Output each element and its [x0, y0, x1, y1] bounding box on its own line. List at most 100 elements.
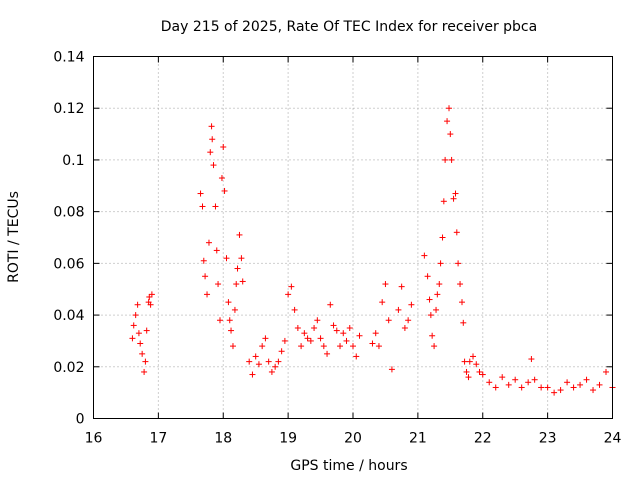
data-point — [139, 350, 146, 357]
y-axis-label: ROTI / TECUs — [6, 191, 22, 283]
data-point — [385, 317, 392, 324]
data-point — [202, 273, 209, 280]
y-tick-label: 0 — [76, 412, 85, 428]
data-point — [353, 353, 360, 360]
data-point — [285, 291, 292, 298]
data-point — [220, 144, 227, 150]
data-point — [209, 136, 216, 143]
data-point — [531, 376, 538, 383]
x-tick-label: 24 — [604, 431, 622, 447]
data-point — [208, 123, 215, 130]
data-point — [205, 239, 212, 246]
data-point — [382, 281, 389, 288]
data-point — [231, 306, 238, 313]
grid-lines — [93, 56, 613, 419]
data-point — [398, 283, 405, 290]
data-point — [340, 330, 347, 337]
data-point — [218, 175, 225, 182]
data-point — [307, 337, 314, 344]
data-point — [226, 317, 233, 324]
data-point — [356, 332, 363, 339]
y-tick-label: 0.12 — [53, 101, 84, 117]
data-point — [492, 384, 499, 391]
data-point — [408, 301, 415, 308]
data-point — [346, 325, 353, 331]
chart-title: Day 215 of 2025, Rate Of TEC Index for r… — [161, 19, 537, 35]
data-point — [421, 252, 428, 259]
x-tick-label: 17 — [149, 431, 167, 447]
y-tick-label: 0.14 — [53, 50, 84, 66]
data-point — [424, 273, 431, 280]
data-point — [337, 343, 344, 350]
data-point — [460, 319, 467, 326]
data-point — [320, 343, 327, 350]
data-point — [142, 358, 149, 365]
data-point — [343, 337, 350, 344]
data-point — [379, 299, 386, 306]
data-point — [512, 376, 519, 383]
data-point — [130, 322, 137, 329]
data-point — [463, 368, 470, 375]
data-point — [221, 187, 228, 194]
data-point — [429, 332, 436, 339]
data-point — [436, 281, 443, 288]
data-point — [281, 337, 288, 344]
data-point — [212, 203, 219, 210]
data-point — [476, 368, 483, 375]
data-point — [143, 327, 150, 334]
data-point — [288, 283, 295, 290]
data-point — [590, 387, 597, 394]
y-axis-ticks: 0 0.02 0.04 0.06 0.08 0.1 0.12 0.14 — [53, 50, 613, 428]
data-point — [148, 291, 155, 298]
data-point — [330, 322, 337, 329]
x-axis-ticks: 16 17 18 19 20 21 22 23 24 — [85, 56, 622, 447]
data-point — [311, 325, 318, 331]
x-tick-label: 23 — [539, 431, 557, 447]
data-point — [252, 353, 259, 360]
data-point — [262, 335, 269, 342]
data-point — [294, 325, 301, 331]
data-point — [249, 371, 256, 378]
data-point — [369, 340, 376, 347]
data-point — [544, 384, 551, 391]
data-point — [577, 381, 584, 388]
data-point — [583, 376, 590, 383]
data-point — [317, 335, 324, 342]
data-point — [470, 353, 477, 360]
data-point — [444, 118, 451, 125]
data-point — [225, 299, 232, 306]
data-point — [229, 343, 236, 350]
data-point — [236, 231, 243, 238]
data-point — [603, 368, 610, 375]
data-point — [564, 379, 571, 386]
data-point — [457, 281, 464, 288]
data-point — [129, 335, 136, 342]
data-point — [427, 312, 434, 319]
data-point — [388, 366, 395, 373]
data-point — [233, 281, 240, 288]
data-point — [557, 387, 564, 394]
data-point — [259, 343, 266, 350]
data-point — [466, 358, 473, 365]
data-point — [447, 131, 454, 138]
data-point — [372, 330, 379, 337]
data-point — [200, 257, 207, 264]
data-point — [207, 149, 214, 156]
data-point — [452, 190, 459, 197]
data-point — [327, 301, 334, 308]
data-point — [473, 361, 480, 368]
data-point — [239, 278, 246, 285]
data-point — [479, 371, 486, 378]
x-tick-label: 19 — [279, 431, 297, 447]
data-point — [272, 363, 279, 370]
data-point — [518, 384, 525, 391]
x-tick-label: 20 — [344, 431, 362, 447]
x-tick-label: 22 — [474, 431, 492, 447]
data-point — [314, 317, 321, 324]
data-point — [538, 384, 545, 391]
data-point — [551, 389, 558, 396]
data-point — [465, 374, 472, 381]
data-point — [199, 203, 206, 210]
data-point — [137, 340, 144, 347]
